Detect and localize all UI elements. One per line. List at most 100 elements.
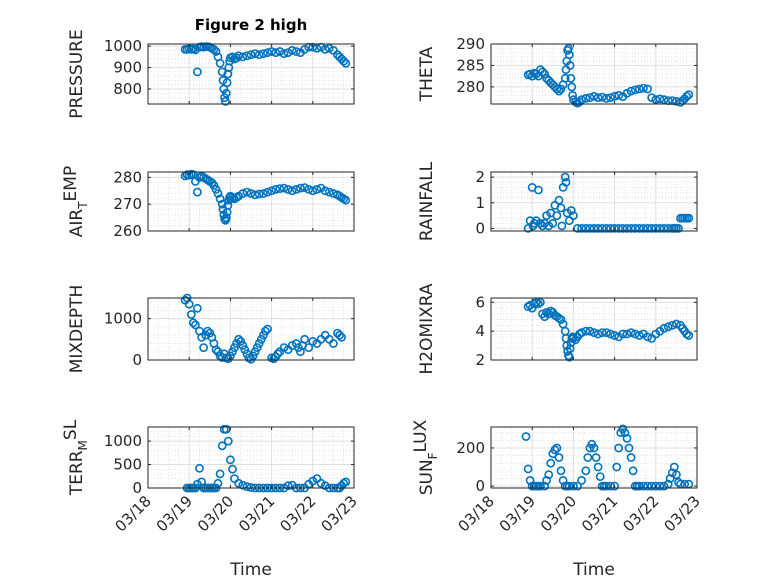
data-point [634, 223, 644, 233]
y-tick-label: 1000 [104, 432, 142, 450]
data-point [643, 332, 652, 342]
data-point [659, 95, 669, 105]
x-tick-label: 03/22 [619, 492, 662, 535]
data-point [602, 94, 611, 103]
data-point [271, 184, 281, 194]
data-point [246, 50, 256, 60]
data-point [275, 184, 285, 193]
data-point [320, 186, 330, 196]
data-point [585, 93, 595, 102]
tick-marks [147, 298, 355, 361]
data-point [639, 83, 648, 93]
y-axis-label-5: MIXDEPTH [67, 285, 87, 374]
y-tick-label: 290 [456, 35, 485, 53]
data-point [672, 319, 681, 329]
data-point [659, 323, 669, 333]
data-point [213, 478, 223, 488]
data-point [225, 455, 235, 465]
data-point [217, 441, 227, 451]
data-point [639, 481, 648, 491]
data-point [589, 443, 599, 453]
y-tick-label: 0 [132, 351, 142, 369]
data-point [614, 223, 624, 233]
data-point [234, 478, 243, 488]
data-point [203, 326, 213, 336]
data-point [560, 172, 570, 182]
data-point [205, 328, 215, 338]
data-point [630, 223, 640, 233]
major-grid [148, 427, 354, 488]
data-point [612, 462, 622, 472]
data-point [556, 315, 566, 324]
tick-marks [147, 172, 355, 232]
y-tick-label: 285 [456, 56, 485, 74]
data-point [328, 339, 338, 348]
data-point [548, 218, 558, 228]
data-point [626, 223, 636, 233]
data-point [556, 203, 566, 213]
data-point [663, 322, 673, 332]
data-point [626, 453, 636, 462]
data-point [614, 91, 624, 100]
data-point [242, 187, 252, 197]
x-tick-label: 03/20 [194, 492, 237, 535]
data-point [250, 190, 260, 200]
data-point [295, 183, 305, 193]
data-point [534, 299, 543, 309]
data-point [304, 184, 314, 194]
y-tick-label: 270 [113, 195, 142, 213]
data-point [221, 97, 230, 106]
subplot-6: 2 4 6 H2OMIXRA [417, 283, 698, 375]
data-point [271, 48, 281, 57]
x-tick-label: 03/22 [276, 492, 319, 535]
data-point [672, 470, 681, 480]
data-point [215, 469, 225, 479]
data-point [536, 297, 545, 307]
y-tick-label: 200 [456, 439, 485, 457]
data-point [581, 326, 591, 336]
y-tick-label: 0 [132, 479, 142, 497]
axes-box [490, 297, 698, 361]
data-point [291, 184, 301, 194]
data-point [614, 443, 624, 453]
y-axis-label-8: SUNFLUX [411, 419, 440, 495]
data-point [634, 481, 644, 491]
data-point [287, 46, 297, 55]
data-point [223, 436, 233, 446]
data-point [655, 94, 665, 104]
data-point [554, 453, 564, 462]
data-point [238, 480, 248, 490]
data-point [521, 432, 531, 441]
data-point [238, 189, 248, 198]
data-point [667, 320, 677, 330]
data-point [252, 343, 262, 352]
subplot-1: 800 900 1000 PRESSURE [67, 29, 355, 119]
y-tick-label: 0 [475, 477, 485, 495]
data-point [211, 345, 221, 355]
data-point [684, 331, 694, 340]
subplot-5: 0 1000 MIXDEPTH [67, 285, 355, 374]
data-point [279, 49, 289, 58]
x-tick-label: 03/18 [112, 492, 155, 535]
data-point [674, 223, 683, 233]
data-point [263, 187, 272, 197]
data-point [254, 189, 264, 199]
x-tick-label: 03/21 [235, 492, 278, 535]
y-axis-label-6: H2OMIXRA [417, 283, 437, 374]
data-point [602, 481, 611, 491]
data-point [258, 189, 268, 198]
data-point [339, 56, 349, 66]
data-point [211, 47, 221, 56]
data-point [217, 199, 227, 209]
data-point [577, 223, 586, 233]
data-point [651, 223, 661, 233]
data-point [655, 223, 665, 233]
data-point [669, 462, 679, 472]
data-point [544, 470, 554, 480]
data-point [565, 344, 575, 353]
y-axis-label-2: THETA [417, 46, 437, 102]
data-point [628, 466, 638, 476]
data-point [209, 45, 219, 54]
data-point [639, 223, 648, 233]
